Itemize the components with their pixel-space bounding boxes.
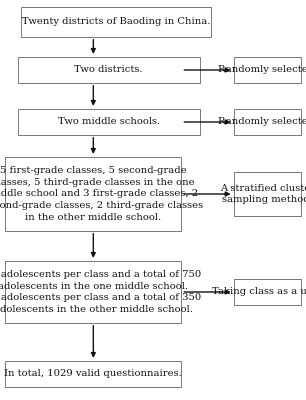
FancyBboxPatch shape (21, 7, 211, 37)
FancyBboxPatch shape (234, 109, 301, 135)
Text: In total, 1029 valid questionnaires.: In total, 1029 valid questionnaires. (5, 370, 182, 378)
FancyBboxPatch shape (6, 261, 181, 323)
Text: Two middle schools.: Two middle schools. (58, 118, 160, 126)
Text: Taking class as a unit.: Taking class as a unit. (212, 288, 306, 296)
Text: Randomly selected.: Randomly selected. (218, 118, 306, 126)
Text: 5 first-grade classes, 5 second-grade
classes, 5 third-grade classes in the one
: 5 first-grade classes, 5 second-grade cl… (0, 166, 203, 222)
FancyBboxPatch shape (234, 279, 301, 305)
FancyBboxPatch shape (17, 109, 200, 135)
FancyBboxPatch shape (17, 57, 200, 83)
Text: 50 adolescents per class and a total of 750
adolescents in the one middle school: 50 adolescents per class and a total of … (0, 270, 201, 314)
FancyBboxPatch shape (6, 157, 181, 231)
Text: Randomly selected.: Randomly selected. (218, 66, 306, 74)
FancyBboxPatch shape (6, 361, 181, 387)
FancyBboxPatch shape (234, 57, 301, 83)
Text: Twenty districts of Baoding in China.: Twenty districts of Baoding in China. (22, 18, 211, 26)
FancyBboxPatch shape (234, 172, 301, 216)
Text: Two districts.: Two districts. (74, 66, 143, 74)
Text: A stratified cluster
sampling method.: A stratified cluster sampling method. (220, 184, 306, 204)
